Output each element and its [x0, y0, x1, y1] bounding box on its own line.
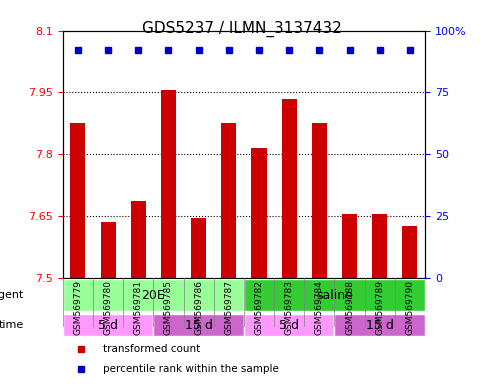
Text: GSM569779: GSM569779 [73, 280, 83, 335]
FancyBboxPatch shape [244, 314, 334, 336]
Bar [131, 202, 146, 278]
Text: 20E: 20E [142, 289, 165, 302]
Bar [161, 90, 176, 278]
Bar [282, 99, 297, 278]
FancyBboxPatch shape [154, 314, 244, 336]
Bar [402, 226, 417, 278]
Bar [252, 148, 267, 278]
Text: GSM569781: GSM569781 [134, 280, 143, 335]
Text: percentile rank within the sample: percentile rank within the sample [103, 364, 279, 374]
Text: GSM569786: GSM569786 [194, 280, 203, 335]
Bar [372, 214, 387, 278]
FancyBboxPatch shape [63, 279, 244, 311]
Text: 15 d: 15 d [185, 319, 213, 332]
Text: 5 d: 5 d [98, 319, 118, 332]
Text: agent: agent [0, 290, 24, 300]
Text: transformed count: transformed count [103, 344, 200, 354]
Text: GSM569787: GSM569787 [224, 280, 233, 335]
Text: GDS5237 / ILMN_3137432: GDS5237 / ILMN_3137432 [142, 21, 341, 37]
Bar [100, 222, 115, 278]
Text: GSM569783: GSM569783 [284, 280, 294, 335]
Text: GSM569788: GSM569788 [345, 280, 354, 335]
Bar [342, 214, 357, 278]
Text: saline: saline [316, 289, 353, 302]
FancyBboxPatch shape [334, 314, 425, 336]
FancyBboxPatch shape [244, 279, 425, 311]
Text: GSM569785: GSM569785 [164, 280, 173, 335]
Text: 5 d: 5 d [279, 319, 299, 332]
Text: GSM569784: GSM569784 [315, 280, 324, 335]
Text: GSM569780: GSM569780 [103, 280, 113, 335]
Bar [312, 123, 327, 278]
Text: GSM569790: GSM569790 [405, 280, 414, 335]
Bar [221, 123, 236, 278]
Text: time: time [0, 320, 24, 330]
Bar [71, 123, 85, 278]
Text: 15 d: 15 d [366, 319, 394, 332]
FancyBboxPatch shape [63, 314, 154, 336]
Text: GSM569782: GSM569782 [255, 280, 264, 335]
Text: GSM569789: GSM569789 [375, 280, 384, 335]
Bar [191, 218, 206, 278]
